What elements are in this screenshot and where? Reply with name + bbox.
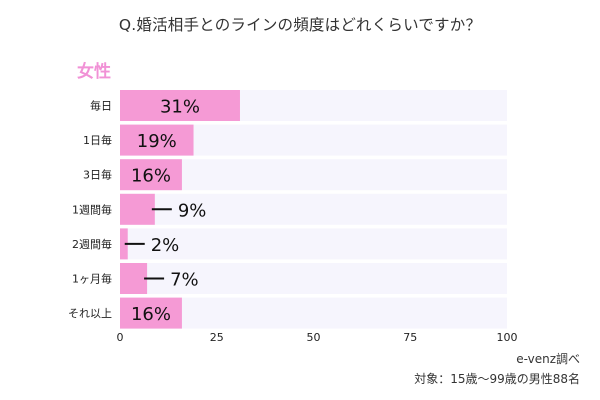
x-tick-label: 100 bbox=[497, 331, 518, 344]
bar bbox=[120, 228, 128, 260]
data-label: 9% bbox=[178, 200, 207, 221]
row-band bbox=[120, 193, 507, 225]
row-band bbox=[120, 263, 507, 294]
source-label: e-venz調べ bbox=[516, 352, 580, 366]
category-label: 1日毎 bbox=[83, 134, 112, 147]
survey-note: 対象：15歳〜99歳の男性88名 bbox=[414, 372, 580, 386]
bar bbox=[120, 263, 148, 294]
category-label: 毎日 bbox=[90, 100, 112, 113]
x-tick-label: 75 bbox=[403, 331, 417, 344]
category-label: それ以上 bbox=[68, 307, 112, 320]
row-band bbox=[120, 159, 507, 191]
x-tick-label: 0 bbox=[117, 331, 124, 344]
subgroup-label: 女性 bbox=[77, 62, 111, 82]
bar bbox=[120, 193, 155, 225]
row-band bbox=[120, 297, 507, 329]
category-label: 3日毎 bbox=[83, 169, 112, 182]
category-label: 2週間毎 bbox=[72, 238, 112, 251]
bar bbox=[120, 159, 182, 191]
data-label: 31% bbox=[160, 97, 200, 118]
chart-title: Q.婚活相手とのラインの頻度はどれくらいですか？ bbox=[118, 16, 482, 34]
category-label: 1週間毎 bbox=[72, 203, 112, 216]
data-label: 16% bbox=[131, 304, 171, 325]
data-label: 2% bbox=[151, 235, 180, 256]
data-label: 7% bbox=[170, 270, 199, 291]
data-label: 19% bbox=[137, 131, 177, 152]
data-label: 16% bbox=[131, 166, 171, 187]
bar bbox=[120, 297, 182, 329]
x-tick-label: 50 bbox=[307, 331, 321, 344]
bar bbox=[120, 124, 194, 156]
x-tick-label: 25 bbox=[210, 331, 224, 344]
category-label: 1ヶ月毎 bbox=[72, 273, 112, 286]
row-band bbox=[120, 228, 507, 260]
bar bbox=[120, 90, 240, 121]
